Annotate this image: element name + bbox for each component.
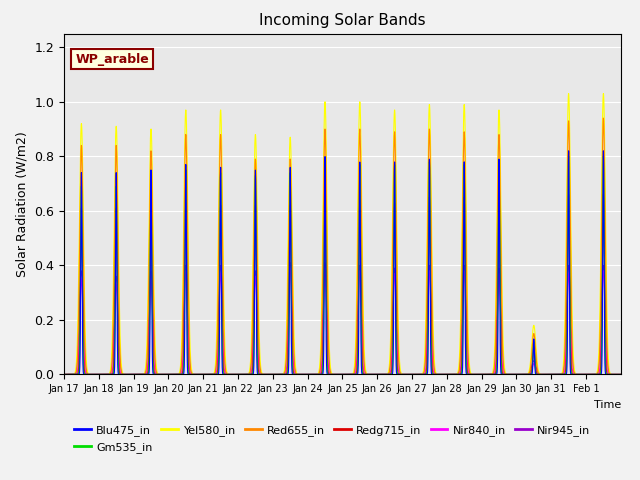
Red655_in (79, 264, 87, 270)
Text: Time: Time (593, 400, 621, 410)
Yel580_in (79, 226, 87, 231)
Nir945_in (204, 372, 212, 377)
Redg715_in (600, 192, 607, 197)
Red655_in (478, 372, 486, 377)
Blu475_in (310, 372, 317, 377)
Redg715_in (310, 372, 317, 377)
Yel580_in (600, 91, 607, 96)
Yel580_in (231, 372, 239, 377)
Line: Redg715_in: Redg715_in (64, 194, 621, 374)
Gm535_in (617, 372, 625, 377)
Red655_in (204, 372, 212, 377)
Yel580_in (546, 372, 554, 377)
Red655_in (513, 372, 520, 377)
Redg715_in (231, 372, 239, 377)
Red655_in (60, 372, 68, 377)
Nir945_in (79, 311, 87, 317)
Line: Blu475_in: Blu475_in (64, 151, 621, 374)
Blu475_in (546, 372, 554, 377)
Gm535_in (79, 362, 87, 368)
Blu475_in (478, 372, 486, 377)
Line: Nir840_in: Nir840_in (64, 268, 621, 374)
Nir945_in (310, 372, 317, 377)
Redg715_in (79, 346, 87, 351)
Line: Nir945_in: Nir945_in (64, 263, 621, 374)
Line: Yel580_in: Yel580_in (64, 94, 621, 374)
Nir945_in (231, 372, 239, 377)
Redg715_in (513, 372, 520, 377)
Nir945_in (286, 260, 294, 265)
Text: WP_arable: WP_arable (75, 53, 149, 66)
Gm535_in (231, 372, 239, 377)
Line: Red655_in: Red655_in (64, 118, 621, 374)
Blu475_in (231, 372, 239, 377)
Nir840_in (231, 372, 239, 377)
Yel580_in (60, 372, 68, 377)
Nir840_in (310, 372, 317, 377)
Blu475_in (79, 371, 87, 377)
Redg715_in (60, 372, 68, 377)
Yel580_in (617, 372, 625, 377)
Nir840_in (546, 372, 554, 377)
Blu475_in (204, 372, 212, 377)
Title: Incoming Solar Bands: Incoming Solar Bands (259, 13, 426, 28)
Nir945_in (513, 372, 520, 377)
Y-axis label: Solar Radiation (W/m2): Solar Radiation (W/m2) (16, 131, 29, 277)
Red655_in (600, 115, 607, 121)
Nir945_in (617, 372, 625, 377)
Nir945_in (478, 372, 486, 377)
Redg715_in (478, 372, 486, 377)
Blu475_in (617, 372, 625, 377)
Gm535_in (60, 372, 68, 377)
Red655_in (617, 372, 625, 377)
Red655_in (546, 372, 554, 377)
Gm535_in (546, 372, 554, 377)
Redg715_in (546, 372, 554, 377)
Nir840_in (286, 265, 294, 271)
Gm535_in (204, 372, 212, 377)
Nir840_in (60, 372, 68, 377)
Gm535_in (600, 154, 607, 159)
Redg715_in (617, 372, 625, 377)
Yel580_in (478, 372, 486, 377)
Red655_in (231, 372, 239, 377)
Blu475_in (60, 372, 68, 377)
Nir945_in (60, 372, 68, 377)
Gm535_in (478, 372, 486, 377)
Gm535_in (513, 372, 520, 377)
Nir840_in (478, 372, 486, 377)
Yel580_in (310, 372, 317, 377)
Redg715_in (204, 372, 212, 377)
Blu475_in (600, 148, 607, 154)
Nir840_in (617, 372, 625, 377)
Nir840_in (204, 372, 212, 377)
Nir840_in (79, 333, 87, 339)
Nir945_in (546, 372, 554, 377)
Yel580_in (204, 372, 212, 377)
Gm535_in (310, 372, 317, 377)
Yel580_in (513, 372, 520, 377)
Nir840_in (547, 372, 555, 377)
Line: Gm535_in: Gm535_in (64, 156, 621, 374)
Red655_in (310, 372, 317, 377)
Legend: Blu475_in, Gm535_in, Yel580_in, Red655_in, Redg715_in, Nir840_in, Nir945_in: Blu475_in, Gm535_in, Yel580_in, Red655_i… (70, 421, 595, 457)
